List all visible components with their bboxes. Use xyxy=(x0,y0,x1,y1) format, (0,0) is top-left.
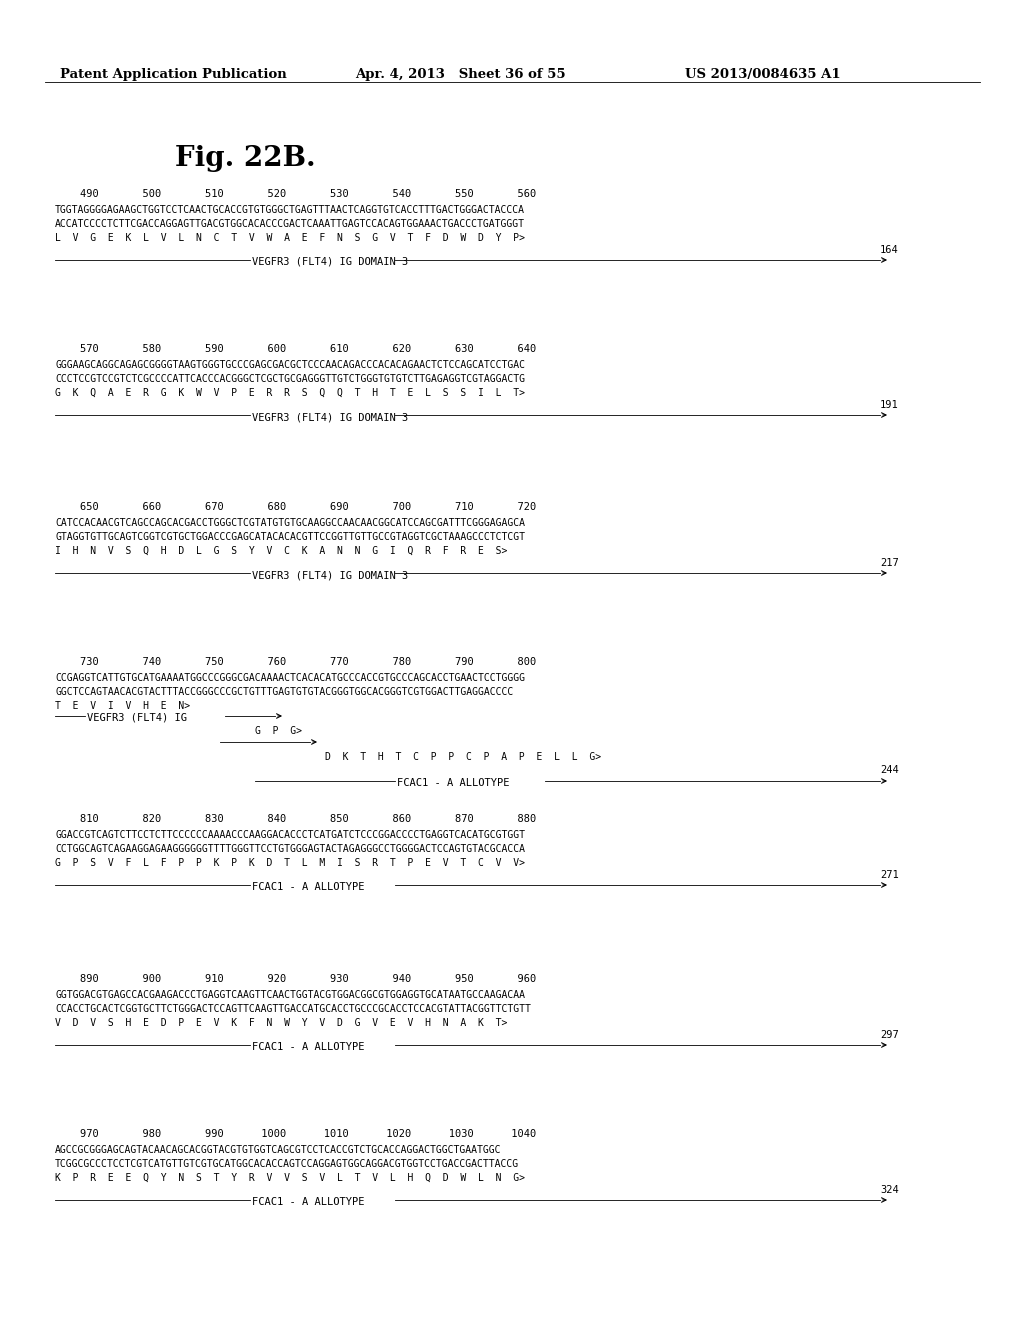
Text: 490       500       510       520       530       540       550       560: 490 500 510 520 530 540 550 560 xyxy=(55,189,537,199)
Text: G  K  Q  A  E  R  G  K  W  V  P  E  R  R  S  Q  Q  T  H  T  E  L  S  S  I  L  T>: G K Q A E R G K W V P E R R S Q Q T H T … xyxy=(55,388,525,399)
Text: GGGAAGCAGGCAGAGCGGGGTAAGTGGGTGCCCGAGCGACGCTCCCAACAGACCCACACAGAACTCTCCAGCATCCTGAC: GGGAAGCAGGCAGAGCGGGGTAAGTGGGTGCCCGAGCGAC… xyxy=(55,360,525,370)
Text: K  P  R  E  E  Q  Y  N  S  T  Y  R  V  V  S  V  L  T  V  L  H  Q  D  W  L  N  G>: K P R E E Q Y N S T Y R V V S V L T V L … xyxy=(55,1173,525,1183)
Text: VEGFR3 (FLT4) IG DOMAIN 3: VEGFR3 (FLT4) IG DOMAIN 3 xyxy=(252,257,409,267)
Text: FCAC1 - A ALLOTYPE: FCAC1 - A ALLOTYPE xyxy=(252,1041,365,1052)
Text: FCAC1 - A ALLOTYPE: FCAC1 - A ALLOTYPE xyxy=(252,882,365,892)
Text: GTAGGTGTTGCAGTCGGTCGTGCTGGACCCGAGCATACACACGTTCCGGTTGTTGCCGTAGGTCGCTAAAGCCCTCTCGT: GTAGGTGTTGCAGTCGGTCGTGCTGGACCCGAGCATACAC… xyxy=(55,532,525,543)
Text: 650       660       670       680       690       700       710       720: 650 660 670 680 690 700 710 720 xyxy=(55,502,537,512)
Text: G  P  S  V  F  L  F  P  P  K  P  K  D  T  L  M  I  S  R  T  P  E  V  T  C  V  V>: G P S V F L F P P K P K D T L M I S R T … xyxy=(55,858,525,869)
Text: 324: 324 xyxy=(880,1185,899,1195)
Text: US 2013/0084635 A1: US 2013/0084635 A1 xyxy=(685,69,841,81)
Text: 570       580       590       600       610       620       630       640: 570 580 590 600 610 620 630 640 xyxy=(55,345,537,354)
Text: Fig. 22B.: Fig. 22B. xyxy=(175,145,315,172)
Text: 890       900       910       920       930       940       950       960: 890 900 910 920 930 940 950 960 xyxy=(55,974,537,983)
Text: VEGFR3 (FLT4) IG DOMAIN 3: VEGFR3 (FLT4) IG DOMAIN 3 xyxy=(252,570,409,579)
Text: T  E  V  I  V  H  E  N>: T E V I V H E N> xyxy=(55,701,190,711)
Text: CCCTCCGTCCGTCTCGCCCCATTCACCCACGGGCTCGCTGCGAGGGTTGTCTGGGTGTGTCTTGAGAGGTCGTAGGACTG: CCCTCCGTCCGTCTCGCCCCATTCACCCACGGGCTCGCTG… xyxy=(55,374,525,384)
Text: FCAC1 - A ALLOTYPE: FCAC1 - A ALLOTYPE xyxy=(397,777,510,788)
Text: GGTGGACGTGAGCCACGAAGACCCTGAGGTCAAGTTCAACTGGTACGTGGACGGCGTGGAGGTGCATAATGCCAAGACAA: GGTGGACGTGAGCCACGAAGACCCTGAGGTCAAGTTCAAC… xyxy=(55,990,525,1001)
Text: 271: 271 xyxy=(880,870,899,880)
Text: ACCATCCCCTCTTCGACCAGGAGTTGACGTGGCACACCCGACTCAAATTGAGTCCACAGTGGAAACTGACCCTGATGGGT: ACCATCCCCTCTTCGACCAGGAGTTGACGTGGCACACCCG… xyxy=(55,219,525,228)
Text: 970       980       990      1000      1010      1020      1030      1040: 970 980 990 1000 1010 1020 1030 1040 xyxy=(55,1129,537,1139)
Text: CATCCACAACGTCAGCCAGCACGACCTGGGCTCGTATGTGTGCAAGGCCAACAACGGCATCCAGCGATTTCGGGAGAGCA: CATCCACAACGTCAGCCAGCACGACCTGGGCTCGTATGTG… xyxy=(55,517,525,528)
Text: L  V  G  E  K  L  V  L  N  C  T  V  W  A  E  F  N  S  G  V  T  F  D  W  D  Y  P>: L V G E K L V L N C T V W A E F N S G V … xyxy=(55,234,525,243)
Text: FCAC1 - A ALLOTYPE: FCAC1 - A ALLOTYPE xyxy=(252,1197,365,1206)
Text: 191: 191 xyxy=(880,400,899,411)
Text: CCTGGCAGTCAGAAGGAGAAGGGGGGTTTTGGGTTCCTGTGGGAGTACTAGAGGGCCTGGGGACTCCAGTGTACGCACCA: CCTGGCAGTCAGAAGGAGAAGGGGGGTTTTGGGTTCCTGT… xyxy=(55,843,525,854)
Text: 810       820       830       840       850       860       870       880: 810 820 830 840 850 860 870 880 xyxy=(55,814,537,824)
Text: 730       740       750       760       770       780       790       800: 730 740 750 760 770 780 790 800 xyxy=(55,657,537,667)
Text: 217: 217 xyxy=(880,558,899,568)
Text: GGACCGTCAGTCTTCCTCTTCCCCCCAAAACCCAAGGACACCCTCATGATCTCCCGGACCCCTGAGGTCACATGCGTGGT: GGACCGTCAGTCTTCCTCTTCCCCCCAAAACCCAAGGACA… xyxy=(55,830,525,840)
Text: 244: 244 xyxy=(880,766,899,775)
Text: I  H  N  V  S  Q  H  D  L  G  S  Y  V  C  K  A  N  N  G  I  Q  R  F  R  E  S>: I H N V S Q H D L G S Y V C K A N N G I … xyxy=(55,546,507,556)
Text: AGCCGCGGGAGCAGTACAACAGCACGGTACGTGTGGTCAGCGTCCTCACCGTCTGCACCAGGACTGGCTGAATGGC: AGCCGCGGGAGCAGTACAACAGCACGGTACGTGTGGTCAG… xyxy=(55,1144,502,1155)
Text: CCACCTGCACTCGGTGCTTCTGGGACTCCAGTTCAAGTTGACCATGCACCTGCCCGCACCTCCACGTATTACGGTTCTGT: CCACCTGCACTCGGTGCTTCTGGGACTCCAGTTCAAGTTG… xyxy=(55,1005,530,1014)
Text: GGCTCCAGTAACACGTACTTTACCGGGCCCGCTGTTTGAGTGTGTACGGGTGGCACGGGTCGTGGACTTGAGGACCCC: GGCTCCAGTAACACGTACTTTACCGGGCCCGCTGTTTGAG… xyxy=(55,686,513,697)
Text: G  P  G>: G P G> xyxy=(255,726,302,737)
Text: D  K  T  H  T  C  P  P  C  P  A  P  E  L  L  G>: D K T H T C P P C P A P E L L G> xyxy=(325,752,601,762)
Text: Patent Application Publication: Patent Application Publication xyxy=(60,69,287,81)
Text: 164: 164 xyxy=(880,246,899,255)
Text: TCGGCGCCCTCCTCGTCATGTTGTCGTGCATGGCACACCAGTCCAGGAGTGGCAGGACGTGGTCCTGACCGACTTACCG: TCGGCGCCCTCCTCGTCATGTTGTCGTGCATGGCACACCA… xyxy=(55,1159,519,1170)
Text: Apr. 4, 2013   Sheet 36 of 55: Apr. 4, 2013 Sheet 36 of 55 xyxy=(355,69,565,81)
Text: VEGFR3 (FLT4) IG DOMAIN 3: VEGFR3 (FLT4) IG DOMAIN 3 xyxy=(252,412,409,422)
Text: V  D  V  S  H  E  D  P  E  V  K  F  N  W  Y  V  D  G  V  E  V  H  N  A  K  T>: V D V S H E D P E V K F N W Y V D G V E … xyxy=(55,1018,507,1028)
Text: VEGFR3 (FLT4) IG: VEGFR3 (FLT4) IG xyxy=(87,713,187,723)
Text: CCGAGGTCATTGTGCATGAAAATGGCCCGGGCGACAAAACTCACACATGCCCACCGTGCCCAGCACCTGAACTCCTGGGG: CCGAGGTCATTGTGCATGAAAATGGCCCGGGCGACAAAAC… xyxy=(55,673,525,682)
Text: 297: 297 xyxy=(880,1030,899,1040)
Text: TGGTAGGGGAGAAGCTGGTCCTCAACTGCACCGTGTGGGCTGAGTTTAACTCAGGTGTCACCTTTGACTGGGACTACCCA: TGGTAGGGGAGAAGCTGGTCCTCAACTGCACCGTGTGGGC… xyxy=(55,205,525,215)
